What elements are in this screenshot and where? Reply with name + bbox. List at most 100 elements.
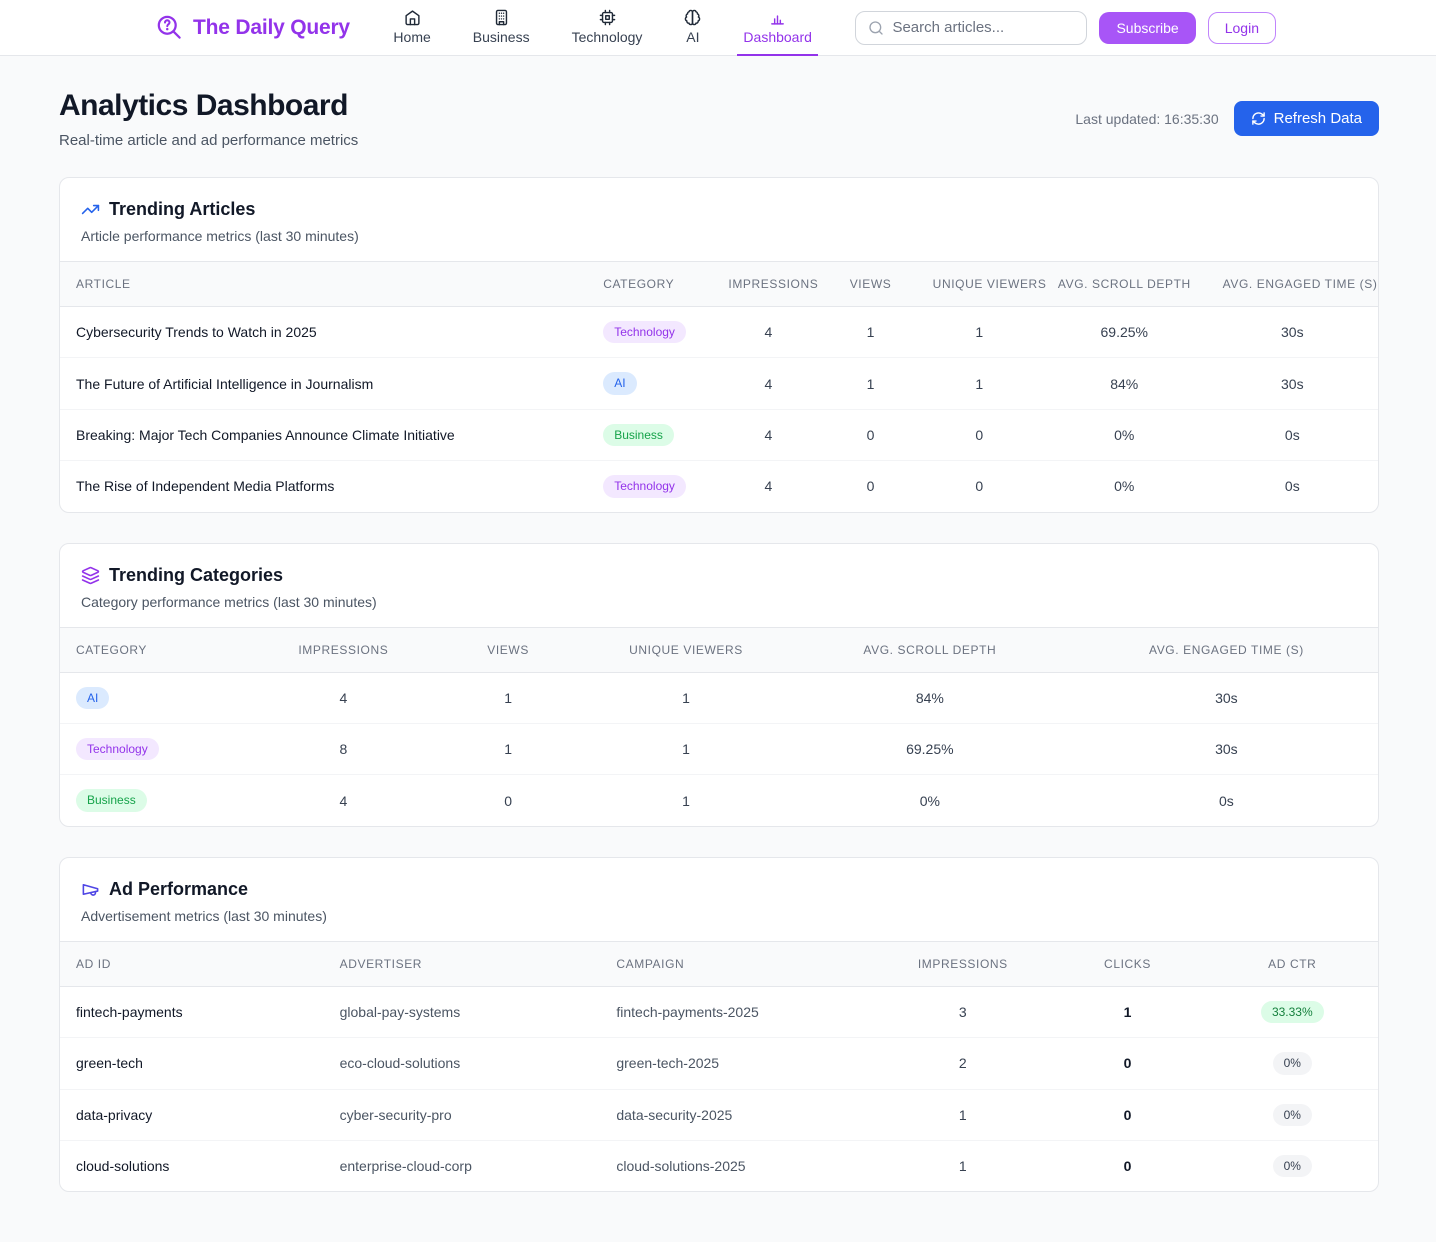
search-input[interactable] [892, 19, 1092, 36]
engaged-time-cell: 30s [1206, 357, 1378, 410]
table-row: AI 4 1 1 84% 30s [60, 672, 1378, 724]
category-badge: Technology [603, 321, 686, 344]
column-header: CLICKS [1048, 940, 1207, 987]
campaign-cell: cloud-solutions-2025 [616, 1158, 746, 1175]
brand-title: The Daily Query [193, 15, 350, 39]
impressions-cell: 4 [712, 409, 825, 462]
impressions-cell: 8 [257, 723, 430, 776]
column-header: IMPRESSIONS [712, 261, 825, 307]
brain-icon [684, 9, 701, 26]
article-title-cell: Cybersecurity Trends to Watch in 2025 [60, 306, 588, 359]
unique-viewers-cell: 1 [587, 723, 785, 776]
impressions-cell: 4 [712, 306, 825, 359]
primary-nav: Home Business Technology AI Dashboard [387, 0, 818, 56]
bar-chart-icon [769, 9, 786, 26]
page-head: Analytics Dashboard Real-time article an… [59, 89, 1379, 149]
clicks-cell: 0 [1048, 1089, 1207, 1141]
nav-item-business[interactable]: Business [467, 0, 536, 56]
trending-categories-table: CATEGORY IMPRESSIONS VIEWS UNIQUE VIEWER… [60, 626, 1378, 826]
column-header: IMPRESSIONS [257, 626, 430, 673]
ad-performance-card: Ad Performance Advertisement metrics (la… [59, 856, 1379, 1193]
category-cell: Technology [60, 723, 258, 776]
column-header: UNIQUE VIEWERS [587, 626, 785, 673]
trending-categories-card: Trending Categories Category performance… [59, 542, 1379, 827]
column-header: AVG. ENGAGED TIME (S) [1074, 626, 1378, 673]
impressions-cell: 1 [958, 1158, 967, 1175]
column-header: AVG. SCROLL DEPTH [1041, 261, 1207, 307]
search-icon [868, 20, 884, 36]
category-badge: Business [76, 789, 147, 812]
ctr-cell: 0% [1206, 1037, 1378, 1090]
category-cell: Technology [587, 306, 713, 359]
subscribe-button[interactable]: Subscribe [1099, 11, 1196, 44]
ctr-badge: 33.33% [1260, 1000, 1324, 1024]
column-header: CAMPAIGN [600, 940, 878, 987]
column-header: CATEGORY [60, 626, 258, 673]
building-icon [493, 9, 510, 26]
nav-item-dashboard[interactable]: Dashboard [737, 0, 818, 56]
views-cell: 1 [824, 306, 917, 359]
unique-viewers-cell: 1 [587, 672, 785, 724]
engaged-time-cell: 30s [1074, 723, 1378, 776]
scroll-depth-cell: 84% [784, 672, 1075, 724]
column-header: VIEWS [824, 261, 917, 307]
card-subtitle: Category performance metrics (last 30 mi… [81, 593, 377, 610]
nav-label: AI [686, 29, 700, 45]
advertiser-cell: eco-cloud-solutions [323, 1037, 601, 1090]
advertiser-cell: enterprise-cloud-corp [339, 1158, 472, 1175]
clicks-cell: 0 [1123, 1158, 1132, 1175]
views-cell: 0 [866, 478, 875, 495]
column-header: AD ID [60, 940, 324, 987]
clicks-cell: 1 [1048, 986, 1207, 1039]
ctr-badge: 0% [1272, 1052, 1312, 1075]
campaign-cell: green-tech-2025 [600, 1037, 878, 1090]
article-title-cell: The Rise of Independent Media Platforms [76, 478, 335, 495]
table-row: Business 4 0 1 0% 0s [60, 775, 1378, 826]
top-nav: The Daily Query Home Business Technology… [0, 0, 1436, 56]
page-title: Analytics Dashboard [59, 89, 348, 122]
views-cell: 1 [429, 723, 588, 776]
campaign-cell: fintech-payments-2025 [600, 986, 878, 1039]
ad-performance-body: fintech-payments global-pay-systems fintec… [60, 986, 1378, 1191]
login-button[interactable]: Login [1207, 11, 1276, 44]
category-cell: AI [60, 672, 258, 724]
ctr-cell: 33.33% [1206, 986, 1378, 1039]
brand[interactable]: The Daily Query [156, 0, 350, 55]
card-title: Trending Categories [109, 564, 284, 585]
ad-id-cell: fintech-payments [60, 986, 324, 1039]
impressions-cell: 2 [877, 1037, 1049, 1090]
card-title: Trending Articles [109, 199, 256, 219]
engaged-time-cell: 0s [1219, 792, 1234, 809]
category-badge: Technology [76, 737, 159, 761]
impressions-cell: 4 [339, 792, 348, 809]
column-header: ADVERTISER [323, 940, 601, 987]
column-header: VIEWS [429, 626, 588, 673]
views-cell: 0 [824, 409, 917, 462]
column-header: AVG. SCROLL DEPTH [784, 626, 1075, 673]
advertiser-cell: cyber-security-pro [323, 1089, 601, 1141]
refresh-data-button[interactable]: Refresh Data [1233, 101, 1379, 136]
category-cell: Business [60, 775, 258, 826]
main-content: Analytics Dashboard Real-time article an… [0, 56, 1436, 1242]
category-cell: Business [587, 409, 713, 462]
nav-item-home[interactable]: Home [387, 0, 436, 56]
ad-performance-table: AD ID ADVERTISER CAMPAIGN IMPRESSIONS CL… [60, 940, 1378, 1192]
scroll-depth-cell: 0% [919, 792, 940, 809]
table-row: The Future of Artificial Intelligence in… [60, 357, 1378, 410]
engaged-time-cell: 0s [1206, 409, 1378, 462]
table-row: Cybersecurity Trends to Watch in 2025 Tec… [60, 306, 1378, 359]
nav-label: Business [472, 29, 530, 45]
unique-viewers-cell: 1 [916, 306, 1042, 359]
scroll-depth-cell: 0% [1114, 478, 1135, 495]
scroll-depth-cell: 84% [1041, 357, 1207, 410]
unique-viewers-cell: 0 [916, 409, 1042, 462]
card-subtitle: Advertisement metrics (last 30 minutes) [81, 907, 327, 924]
impressions-cell: 4 [257, 672, 430, 724]
table-row: fintech-payments global-pay-systems fintec… [60, 986, 1378, 1039]
nav-item-ai[interactable]: AI [678, 0, 707, 56]
ctr-cell: 0% [1206, 1089, 1378, 1141]
nav-label: Technology [571, 29, 643, 45]
article-title-cell: The Future of Artificial Intelligence in… [60, 357, 588, 410]
nav-item-technology[interactable]: Technology [566, 0, 649, 56]
nav-label: Dashboard [743, 29, 812, 45]
